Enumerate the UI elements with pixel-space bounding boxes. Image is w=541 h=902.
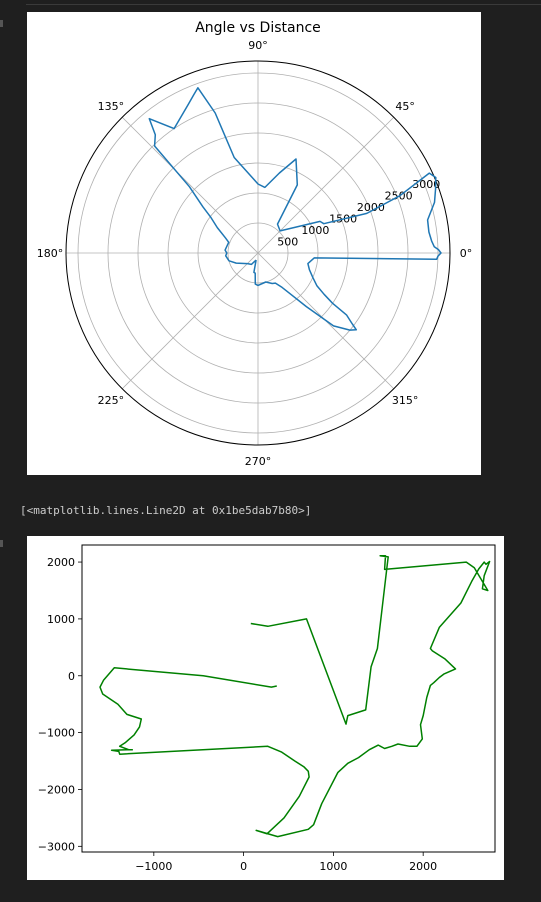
angle-tick-label: 45° <box>395 100 415 113</box>
x-tick-label: 2000 <box>409 860 437 873</box>
radius-gridline <box>107 102 409 404</box>
radial-tick-label: 500 <box>277 236 298 249</box>
radius-gridline <box>227 222 289 284</box>
x-tick-label: −1000 <box>135 860 172 873</box>
angle-tick-label: 0° <box>460 247 473 260</box>
plot-frame <box>81 544 496 853</box>
cell-top-border <box>26 4 541 5</box>
radius-gridline <box>137 132 379 374</box>
angle-gridline <box>121 252 259 390</box>
y-tick-label: 0 <box>68 670 75 683</box>
radius-gridline <box>197 192 319 314</box>
polar-outer-circle <box>65 60 451 446</box>
xy-series <box>99 555 491 838</box>
y-tick-label: −3000 <box>38 840 75 853</box>
angle-gridline <box>121 116 259 254</box>
polar-data-line <box>148 87 442 331</box>
y-tick-label: 1000 <box>47 613 75 626</box>
angle-tick-label: 225° <box>98 394 125 407</box>
cell-gutter-marker <box>0 540 3 547</box>
y-tick-label: 2000 <box>47 556 75 569</box>
chart-title: Angle vs Distance <box>195 20 321 36</box>
y-tick-label: −1000 <box>38 727 75 740</box>
polar-chart-figure: 500 1000 1500 2000 2500 3000 0° 45° 90° 135° 180°… <box>27 12 481 475</box>
radius-gridline <box>167 162 349 344</box>
polar-series <box>148 87 442 331</box>
angle-tick-label: 270° <box>245 455 272 468</box>
xy-data-line <box>99 555 491 838</box>
radial-tick-label: 1000 <box>301 224 329 237</box>
radial-tick-label: 2000 <box>357 201 385 214</box>
cell-gutter-marker <box>0 20 3 27</box>
angle-tick-labels: 0° 45° 90° 135° 180° 225° 270° 315° <box>37 39 473 468</box>
angle-tick-label: 135° <box>98 100 125 113</box>
angle-tick-label: 90° <box>248 39 268 52</box>
axis-ticks: −1000 0 1000 2000 −3000 −2000 −1000 0 1000 2000 <box>38 556 437 873</box>
y-tick-label: −2000 <box>38 783 75 796</box>
polar-grid <box>65 60 451 446</box>
x-tick-label: 0 <box>240 860 247 873</box>
x-tick-label: 1000 <box>319 860 347 873</box>
xy-chart: −1000 0 1000 2000 −3000 −2000 −1000 0 1000 2000 <box>38 544 496 873</box>
cell-output-text: [<matplotlib.lines.Line2D at 0x1be5dab7b… <box>20 504 312 517</box>
xy-chart-figure: −1000 0 1000 2000 −3000 −2000 −1000 0 1000 2000 <box>27 536 504 880</box>
radius-gridline <box>77 72 439 434</box>
angle-tick-label: 180° <box>37 247 64 260</box>
angle-tick-label: 315° <box>392 394 419 407</box>
